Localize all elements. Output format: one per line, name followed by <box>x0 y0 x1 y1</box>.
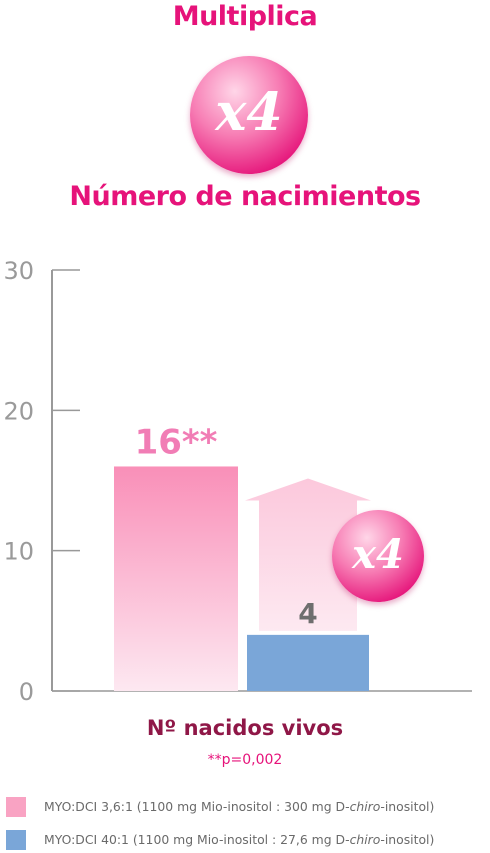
chart-multiplier-badge: x4 <box>332 510 424 602</box>
increase-arrow <box>245 478 371 631</box>
page-title: Multiplica <box>172 1 318 32</box>
x-axis-label: Nº nacidos vivos <box>146 716 344 740</box>
legend-text: MYO:DCI 40:1 (1100 mg Mio-inositol : 27,… <box>44 832 435 847</box>
y-tick-label: 30 <box>3 257 34 285</box>
legend-swatch-pink <box>6 797 26 817</box>
bar-value-label: 16** <box>135 422 218 462</box>
multiplier-badge-label: x4 <box>215 82 283 143</box>
bar-myo-dci-3-6 <box>114 466 238 691</box>
legend-text: MYO:DCI 3,6:1 (1100 mg Mio-inositol : 30… <box>44 799 435 814</box>
y-tick-label: 0 <box>19 678 34 706</box>
legend-swatch-blue <box>6 830 26 850</box>
chart-multiplier-badge-label: x4 <box>352 531 404 578</box>
bar-value-label: 4 <box>298 597 317 630</box>
y-tick-label: 10 <box>3 538 34 566</box>
p-value-footnote: **p=0,002 <box>207 752 283 768</box>
chart-subtitle: Número de nacimientos <box>69 181 421 212</box>
bar-chart: 0 10 20 30 16** 4 <box>3 257 472 706</box>
bar-myo-dci-40 <box>247 634 369 691</box>
multiplier-badge: x4 <box>190 56 308 174</box>
y-tick-label: 20 <box>3 397 34 425</box>
